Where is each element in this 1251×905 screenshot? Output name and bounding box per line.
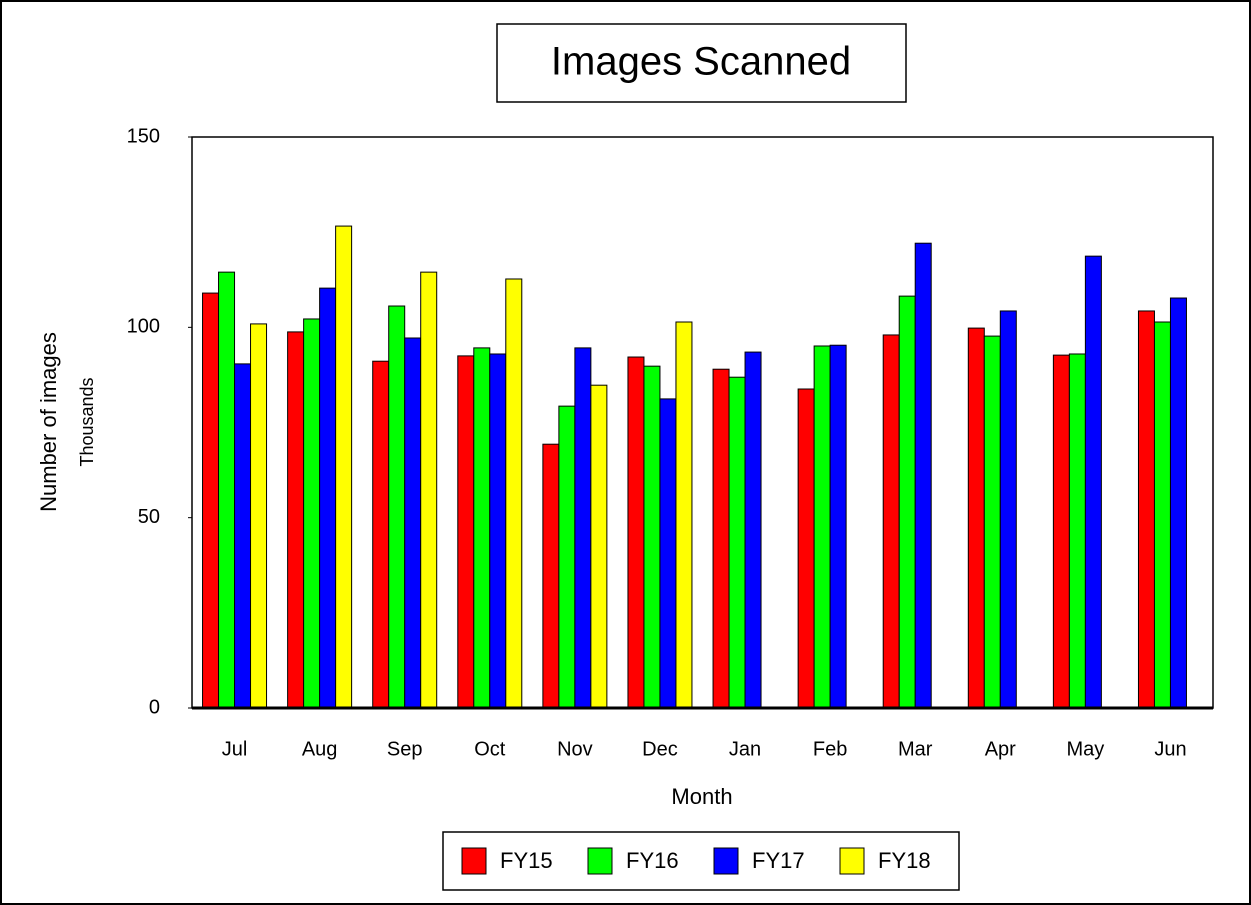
bar (1153, 321, 1171, 709)
bar (1068, 353, 1086, 709)
bar (202, 292, 220, 709)
legend-swatch (587, 847, 613, 875)
bar (372, 360, 390, 709)
y-axis-subtitle: Thousands (77, 377, 97, 466)
bar (643, 365, 661, 709)
bar (303, 318, 321, 709)
x-tick-label: Aug (302, 738, 338, 760)
legend-swatch (839, 847, 865, 875)
x-tick-label: Mar (898, 738, 933, 760)
bar (829, 344, 847, 709)
bar (797, 388, 815, 709)
x-tick-label: Jun (1154, 738, 1186, 760)
bar (1084, 255, 1102, 709)
bar (590, 384, 608, 709)
bar (999, 310, 1017, 709)
x-axis-title: Month (671, 784, 732, 809)
chart-title: Images Scanned (551, 40, 851, 84)
bar (250, 323, 268, 709)
bar (473, 347, 491, 709)
legend-label: FY17 (752, 848, 805, 873)
x-tick-label: Apr (985, 738, 1016, 760)
bar (218, 271, 236, 709)
legend-box (442, 831, 960, 891)
bar (712, 368, 730, 709)
y-axis-title: Number of images (36, 332, 61, 512)
bar (420, 271, 438, 709)
bar (542, 443, 560, 709)
bar (404, 337, 422, 709)
bar (898, 295, 916, 709)
bar (744, 351, 762, 709)
y-tick-label: 50 (138, 506, 160, 528)
x-tick-label: Sep (387, 738, 423, 760)
bar (489, 353, 507, 709)
x-tick-label: Oct (474, 738, 506, 760)
x-tick-label: Feb (813, 738, 847, 760)
x-tick-label: Dec (642, 738, 678, 760)
bar (627, 356, 645, 709)
x-tick-label: Jul (222, 738, 248, 760)
bar (1137, 310, 1155, 709)
y-tick-label: 150 (127, 125, 160, 147)
bar (319, 287, 337, 709)
x-tick-label: May (1066, 738, 1104, 760)
x-tick-label: Jan (729, 738, 761, 760)
bar (659, 398, 677, 709)
bar (882, 334, 900, 709)
title-box (496, 23, 907, 103)
y-tick-label: 0 (149, 696, 160, 718)
bar (728, 376, 746, 709)
legend-label: FY18 (878, 848, 931, 873)
bar (967, 327, 985, 709)
bar (813, 345, 831, 709)
legend-swatch (713, 847, 739, 875)
bar (1169, 297, 1187, 709)
legend-label: FY15 (500, 848, 553, 873)
bar (914, 242, 932, 709)
legend-swatch (461, 847, 487, 875)
bar (287, 331, 305, 709)
bar (457, 355, 475, 709)
bar (505, 278, 523, 709)
bar (234, 363, 252, 709)
bar (388, 305, 406, 709)
bar (675, 321, 693, 709)
y-tick-label: 100 (127, 316, 160, 338)
bar (558, 405, 576, 709)
bar (1052, 354, 1070, 709)
bar (335, 225, 353, 709)
x-tick-label: Nov (557, 738, 593, 760)
bar (983, 335, 1001, 709)
bar (574, 347, 592, 709)
plot-area (191, 136, 1214, 709)
legend-label: FY16 (626, 848, 679, 873)
